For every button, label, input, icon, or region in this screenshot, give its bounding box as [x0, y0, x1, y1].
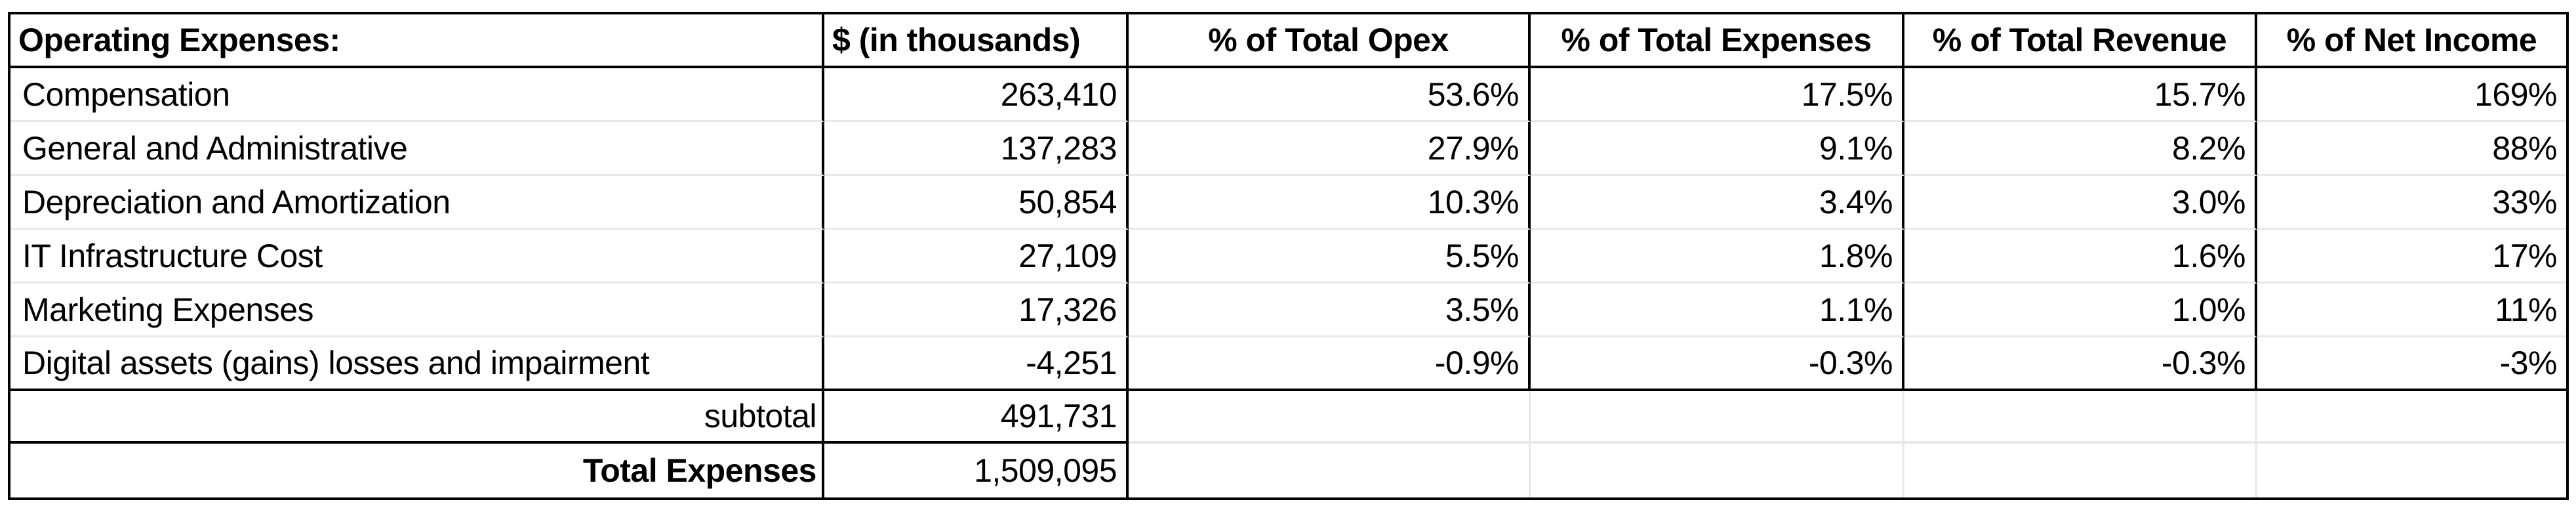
- empty-cell[interactable]: [1129, 391, 1531, 444]
- cell-pct-net-income[interactable]: 88%: [2257, 122, 2566, 176]
- cell-pct-net-income[interactable]: 33%: [2257, 176, 2566, 230]
- cell-amount[interactable]: 50,854: [824, 176, 1129, 230]
- cell-pct-opex[interactable]: 53.6%: [1129, 68, 1531, 122]
- cell-label[interactable]: Compensation: [10, 68, 824, 122]
- cell-pct-opex[interactable]: -0.9%: [1129, 337, 1531, 391]
- cell-amount[interactable]: 27,109: [824, 230, 1129, 284]
- cell-pct-net-income[interactable]: 11%: [2257, 284, 2566, 337]
- cell-label[interactable]: General and Administrative: [10, 122, 824, 176]
- empty-cell[interactable]: [1531, 391, 1904, 444]
- cell-label[interactable]: IT Infrastructure Cost: [10, 230, 824, 284]
- total-row: Total Expenses 1,509,095: [10, 444, 2566, 497]
- cell-pct-revenue[interactable]: 8.2%: [1904, 122, 2257, 176]
- table-row-digital-assets: Digital assets (gains) losses and impair…: [10, 337, 2566, 391]
- empty-cell[interactable]: [1129, 444, 1531, 497]
- header-operating-expenses[interactable]: Operating Expenses:: [10, 14, 824, 68]
- subtotal-amount[interactable]: 491,731: [824, 391, 1129, 444]
- total-amount[interactable]: 1,509,095: [824, 444, 1129, 497]
- total-label[interactable]: Total Expenses: [10, 444, 824, 497]
- header-pct-total-opex[interactable]: % of Total Opex: [1129, 14, 1531, 68]
- cell-amount[interactable]: 263,410: [824, 68, 1129, 122]
- cell-label[interactable]: Digital assets (gains) losses and impair…: [10, 337, 824, 391]
- cell-pct-expenses[interactable]: 17.5%: [1531, 68, 1904, 122]
- empty-cell[interactable]: [1904, 444, 2257, 497]
- table-row-compensation: Compensation 263,410 53.6% 17.5% 15.7% 1…: [10, 68, 2566, 122]
- header-pct-total-expenses[interactable]: % of Total Expenses: [1531, 14, 1904, 68]
- cell-pct-revenue[interactable]: 15.7%: [1904, 68, 2257, 122]
- cell-pct-revenue[interactable]: 1.0%: [1904, 284, 2257, 337]
- empty-cell[interactable]: [2257, 444, 2566, 497]
- header-amount-thousands[interactable]: $ (in thousands): [824, 14, 1129, 68]
- header-row: Operating Expenses: $ (in thousands) % o…: [10, 14, 2566, 68]
- cell-pct-opex[interactable]: 27.9%: [1129, 122, 1531, 176]
- cell-pct-revenue[interactable]: 1.6%: [1904, 230, 2257, 284]
- cell-pct-opex[interactable]: 5.5%: [1129, 230, 1531, 284]
- cell-pct-net-income[interactable]: -3%: [2257, 337, 2566, 391]
- cell-pct-net-income[interactable]: 17%: [2257, 230, 2566, 284]
- cell-pct-opex[interactable]: 10.3%: [1129, 176, 1531, 230]
- subtotal-label[interactable]: subtotal: [10, 391, 824, 444]
- table-row-depreciation-amortization: Depreciation and Amortization 50,854 10.…: [10, 176, 2566, 230]
- cell-label[interactable]: Depreciation and Amortization: [10, 176, 824, 230]
- cell-amount[interactable]: 137,283: [824, 122, 1129, 176]
- table-row-it-infrastructure: IT Infrastructure Cost 27,109 5.5% 1.8% …: [10, 230, 2566, 284]
- cell-pct-revenue[interactable]: -0.3%: [1904, 337, 2257, 391]
- cell-pct-revenue[interactable]: 3.0%: [1904, 176, 2257, 230]
- cell-pct-expenses[interactable]: 9.1%: [1531, 122, 1904, 176]
- cell-amount[interactable]: -4,251: [824, 337, 1129, 391]
- header-pct-net-income[interactable]: % of Net Income: [2257, 14, 2566, 68]
- empty-cell[interactable]: [1904, 391, 2257, 444]
- subtotal-row: subtotal 491,731: [10, 391, 2566, 444]
- cell-pct-expenses[interactable]: 3.4%: [1531, 176, 1904, 230]
- cell-pct-opex[interactable]: 3.5%: [1129, 284, 1531, 337]
- cell-amount[interactable]: 17,326: [824, 284, 1129, 337]
- cell-pct-net-income[interactable]: 169%: [2257, 68, 2566, 122]
- cell-pct-expenses[interactable]: -0.3%: [1531, 337, 1904, 391]
- cell-label[interactable]: Marketing Expenses: [10, 284, 824, 337]
- operating-expenses-table: Operating Expenses: $ (in thousands) % o…: [8, 12, 2569, 500]
- cell-pct-expenses[interactable]: 1.1%: [1531, 284, 1904, 337]
- empty-cell[interactable]: [2257, 391, 2566, 444]
- table-row-marketing: Marketing Expenses 17,326 3.5% 1.1% 1.0%…: [10, 284, 2566, 337]
- empty-cell[interactable]: [1531, 444, 1904, 497]
- cell-pct-expenses[interactable]: 1.8%: [1531, 230, 1904, 284]
- table-row-general-admin: General and Administrative 137,283 27.9%…: [10, 122, 2566, 176]
- header-pct-total-revenue[interactable]: % of Total Revenue: [1904, 14, 2257, 68]
